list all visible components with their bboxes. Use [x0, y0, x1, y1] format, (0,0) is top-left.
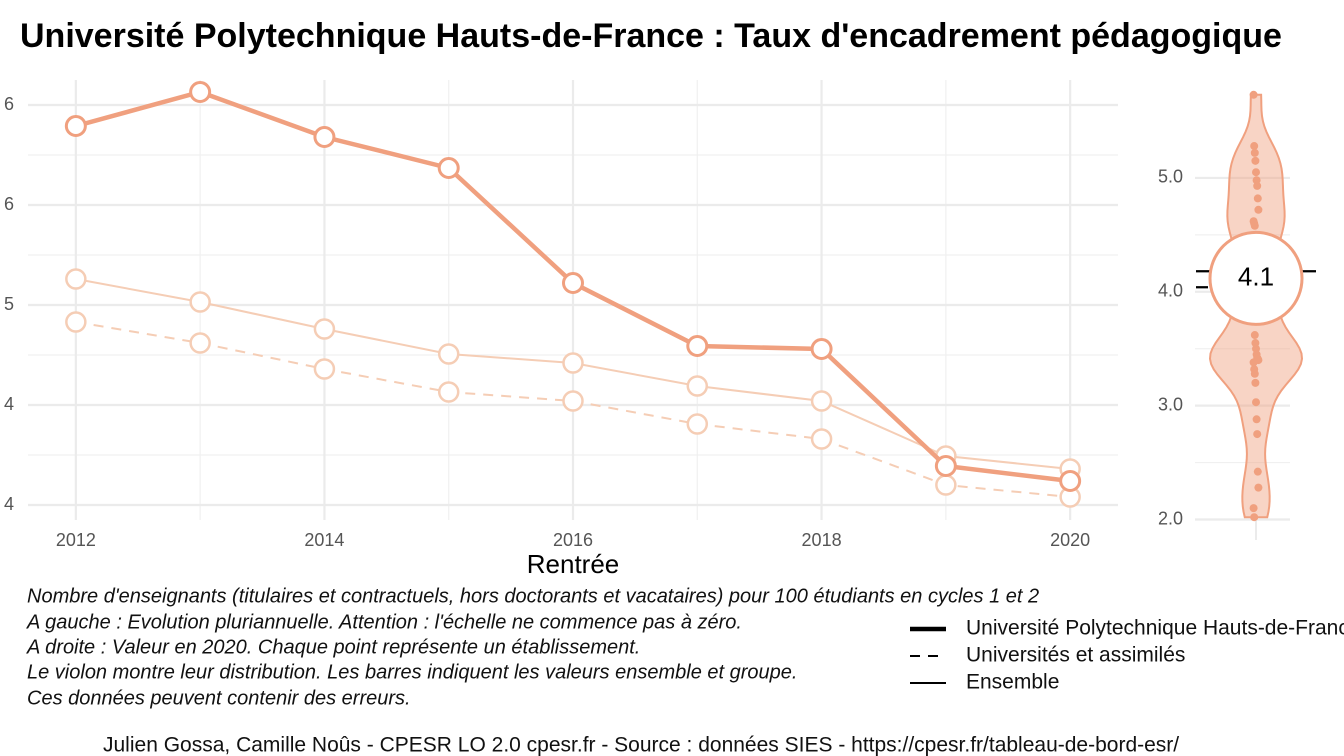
x-tick-label: 2016 [553, 530, 593, 550]
data-point [1254, 205, 1263, 214]
y-tick-label: 6 [4, 194, 14, 214]
data-point [686, 335, 709, 357]
data-point [562, 390, 584, 412]
data-point [313, 318, 336, 340]
data-point [1253, 430, 1262, 439]
data-point [1250, 221, 1259, 230]
data-point [1249, 90, 1258, 99]
y-tick-label: 4 [4, 394, 14, 414]
y-tick-label: 5 [4, 294, 14, 314]
highlight-point [1208, 230, 1304, 326]
x-tick-label: 2014 [304, 530, 344, 550]
y-tick-label: 3.0 [1158, 394, 1183, 414]
data-point [810, 338, 833, 360]
y-tick-label: 2.0 [1158, 508, 1183, 528]
data-point [437, 381, 460, 403]
data-point [437, 343, 460, 365]
data-point [810, 390, 833, 412]
credit: Julien Gossa, Camille Noûs - CPESR LO 2.… [103, 734, 1179, 756]
data-point [313, 126, 336, 148]
data-point [1250, 513, 1259, 522]
y-tick-label: 5.0 [1158, 167, 1183, 187]
data-point [562, 272, 584, 294]
data-point [686, 413, 709, 435]
data-point [64, 115, 87, 137]
data-point [1252, 398, 1260, 407]
data-point [934, 455, 957, 477]
note: A gauche : Evolution pluriannuelle. Atte… [26, 611, 742, 633]
data-point [1250, 331, 1259, 340]
data-point [1252, 168, 1260, 177]
data-point [1249, 358, 1258, 367]
data-point [65, 268, 87, 290]
y-tick-label: 4.0 [1158, 281, 1183, 301]
y-tick-label: 6 [4, 94, 14, 114]
data-point [313, 358, 336, 380]
data-point [686, 375, 709, 397]
data-point [1253, 181, 1262, 190]
highlight-label: 4.1 [1238, 261, 1274, 291]
legend-label: Universités et assimilés [966, 644, 1185, 667]
data-point [437, 157, 460, 179]
x-tick-label: 2012 [56, 530, 96, 550]
note: Ces données peuvent contenir des erreurs… [27, 687, 411, 709]
data-point [1059, 470, 1082, 492]
data-point [1249, 504, 1258, 513]
y-tick-label: 4 [4, 494, 14, 514]
data-point [1250, 148, 1259, 157]
data-point [562, 352, 584, 374]
data-point [810, 428, 833, 450]
x-tick-label: 2018 [802, 530, 842, 550]
x-tick-label: 2020 [1050, 530, 1090, 550]
note: A droite : Valeur en 2020. Chaque point … [26, 636, 640, 658]
data-point [1250, 369, 1259, 378]
data-point [189, 81, 212, 103]
legend-label: Université Polytechnique Hauts-de-France [966, 617, 1344, 640]
data-point [935, 474, 957, 496]
data-point [189, 332, 211, 354]
data-point [1251, 156, 1260, 165]
title: Université Polytechnique Hauts-de-France… [20, 17, 1282, 55]
data-point [1253, 194, 1262, 203]
data-point [1250, 142, 1259, 151]
data-point [1252, 415, 1261, 424]
data-point [189, 291, 211, 313]
note: Nombre d'enseignants (titulaires et cont… [27, 585, 1039, 607]
data-point [65, 311, 87, 333]
data-point [1254, 483, 1263, 492]
data-point [1253, 467, 1262, 476]
data-point [1251, 378, 1260, 387]
legend-label: Ensemble [966, 671, 1059, 694]
x-axis-label: Rentrée [527, 549, 620, 579]
note: Le violon montre leur distribution. Les … [27, 661, 797, 683]
